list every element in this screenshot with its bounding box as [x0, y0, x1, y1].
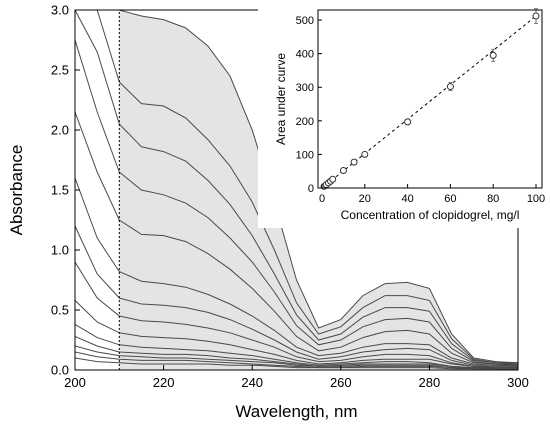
calibration-point: [329, 175, 337, 183]
main-y-tick-label: 1.5: [51, 183, 69, 198]
inset-x-tick-label: 100: [527, 193, 545, 205]
inset-y-tick-label: 300: [296, 82, 314, 94]
spectrum-line-6: [75, 177, 518, 366]
inset-x-tick-label: 0: [319, 193, 325, 205]
spectrum-line-13: [75, 351, 518, 370]
spectrum-line-9: [75, 300, 518, 369]
main-y-tick-label: 0.0: [51, 363, 69, 378]
calibration-point: [446, 83, 454, 91]
main-plot-area: [75, 10, 518, 370]
spectrum-line-1: [75, 10, 518, 364]
main-x-tick-label: 200: [64, 375, 86, 390]
inset-calibration-plot: 0 20 40 60 80 100 0 100 200 300 400 500 Concentratio…: [258, 6, 546, 228]
main-x-tick-label: 280: [419, 375, 441, 390]
spectrum-line-4: [75, 39, 518, 365]
calibration-fit-line: [321, 15, 537, 189]
spectrum-line-3: [75, 10, 518, 365]
inset-y-tick-label: 100: [296, 149, 314, 161]
spectrum-line-5: [75, 111, 518, 366]
main-y-tick-label: 1.0: [51, 243, 69, 258]
inset-x-tick-label: 80: [487, 193, 499, 205]
main-y-axis-title: Absorbance: [7, 145, 26, 236]
inset-y-tick-label: 0: [308, 183, 314, 195]
integrated-area-shading: [119, 10, 518, 370]
inset-y-tick-label: 200: [296, 116, 314, 128]
main-x-tick-label: 260: [330, 375, 352, 390]
main-y-tick-label: 2.5: [51, 63, 69, 78]
main-x-tick-label: 220: [153, 375, 175, 390]
calibration-point: [361, 150, 369, 158]
main-y-tick-label: 2.0: [51, 123, 69, 138]
inset-x-tick-label: 20: [359, 193, 371, 205]
spectrum-line-14: [75, 357, 518, 370]
calibration-point: [339, 167, 347, 175]
inset-y-tick-label: 500: [296, 15, 314, 27]
spectrum-line-7: [75, 225, 518, 367]
inset-y-axis-title: Area under curve: [274, 53, 288, 145]
main-x-tick-label: 300: [507, 375, 529, 390]
main-spectra-plot: 200 220 240 260 280 3000.00.51.01.52.02.53.0W…: [7, 3, 529, 422]
spectrum-line-8: [75, 261, 518, 367]
inset-background: [258, 6, 546, 228]
main-x-tick-label: 240: [241, 375, 263, 390]
main-x-axis-title: Wavelength, nm: [235, 402, 357, 421]
inset-y-tick-label: 400: [296, 49, 314, 61]
spectrum-line-11: [75, 335, 518, 369]
inset-x-tick-label: 40: [401, 193, 413, 205]
calibration-point: [532, 12, 540, 20]
spectrum-line-2: [75, 10, 518, 364]
main-y-tick-label: 0.5: [51, 303, 69, 318]
calibration-point: [489, 51, 497, 59]
inset-x-axis-title: Concentration of clopidogrel, mg/l: [341, 208, 520, 222]
inset-axes-frame: [317, 9, 543, 189]
inset-x-tick-label: 60: [444, 193, 456, 205]
calibration-point: [404, 118, 412, 126]
calibration-point: [350, 158, 358, 166]
main-y-tick-label: 3.0: [51, 3, 69, 18]
